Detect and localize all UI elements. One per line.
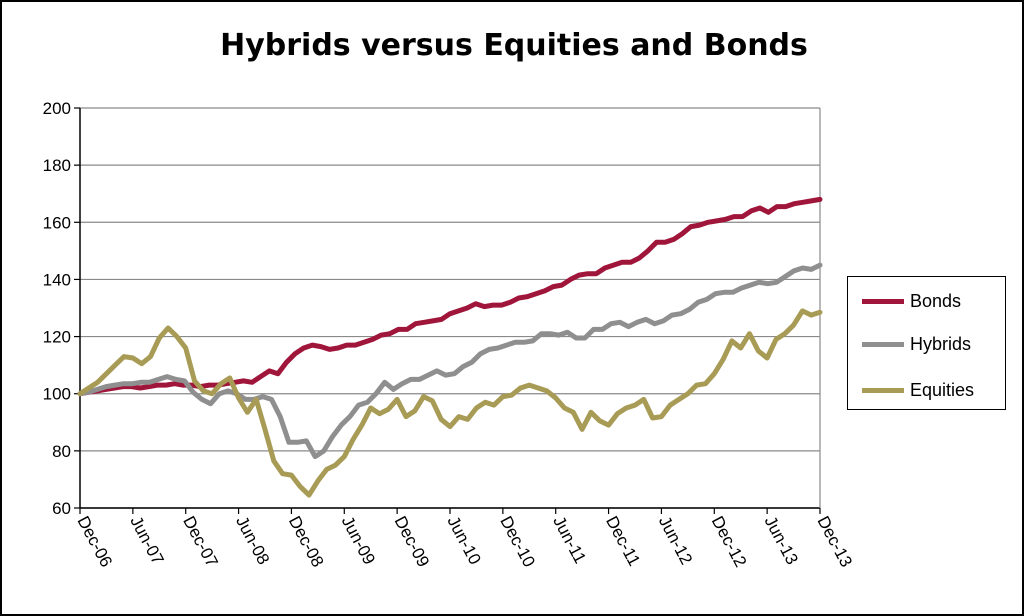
y-tick-label: 100 bbox=[43, 385, 71, 404]
y-tick-label: 180 bbox=[43, 156, 71, 175]
x-tick-label: Dec-13 bbox=[813, 513, 856, 570]
x-tick-label: Jun-09 bbox=[338, 513, 379, 568]
x-tick-label: Jun-10 bbox=[443, 513, 484, 568]
y-tick-label: 200 bbox=[43, 99, 71, 118]
x-tick-label: Jun-12 bbox=[655, 513, 696, 568]
series-line-hybrids bbox=[77, 262, 823, 460]
series-line-bonds bbox=[77, 196, 823, 397]
x-tick-label: Dec-09 bbox=[391, 513, 434, 570]
chart-title: Hybrids versus Equities and Bonds bbox=[220, 28, 808, 63]
x-tick-label: Jun-07 bbox=[126, 513, 167, 568]
x-tick-label: Dec-08 bbox=[285, 513, 328, 570]
x-tick-label: Jun-13 bbox=[761, 513, 802, 568]
legend-label: Equities bbox=[910, 379, 975, 400]
legend-label: Hybrids bbox=[910, 333, 972, 354]
legend-swatch bbox=[862, 341, 904, 347]
legend-item-hybrids: Hybrids bbox=[862, 332, 971, 356]
y-tick-label: 80 bbox=[52, 442, 71, 461]
legend-item-bonds: Bonds bbox=[862, 289, 961, 313]
series-line-equities bbox=[77, 308, 823, 498]
legend-swatch bbox=[862, 298, 904, 304]
y-tick-label: 60 bbox=[52, 499, 71, 518]
x-tick-label: Dec-11 bbox=[602, 513, 644, 569]
legend-label: Bonds bbox=[910, 290, 962, 311]
legend: Bonds Hybrids Equities bbox=[847, 276, 1006, 410]
legend-swatch bbox=[862, 387, 904, 393]
x-tick-label: Jun-11 bbox=[549, 513, 590, 567]
legend-item-equities: Equities bbox=[862, 378, 974, 402]
x-tick-label: Dec-06 bbox=[73, 513, 116, 570]
y-tick-label: 120 bbox=[43, 328, 71, 347]
y-tick-label: 160 bbox=[43, 213, 71, 232]
x-tick-label: Dec-12 bbox=[708, 513, 751, 570]
x-tick-label: Dec-07 bbox=[179, 513, 222, 570]
x-tick-label: Dec-10 bbox=[496, 513, 539, 570]
y-tick-label: 140 bbox=[43, 270, 71, 289]
x-tick-label: Jun-08 bbox=[232, 513, 273, 568]
